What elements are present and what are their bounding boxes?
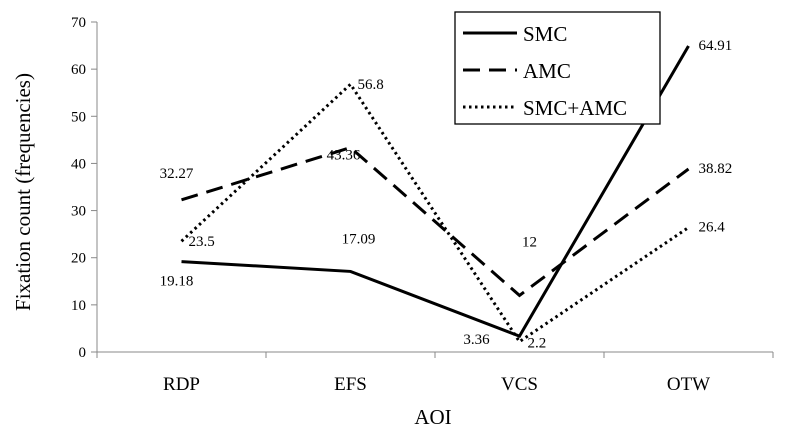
data-label: 19.18 [160, 274, 194, 290]
y-tick-label: 50 [71, 109, 86, 125]
series-lines [180, 45, 690, 344]
y-axis-title: Fixation count (frequencies) [11, 73, 35, 311]
x-ticks: RDP EFS VCS OTW [96, 352, 774, 395]
data-label: 64.91 [699, 38, 733, 54]
y-tick-label: 70 [71, 15, 86, 31]
data-label: 2.2 [528, 336, 547, 352]
data-label: 32.27 [160, 166, 194, 182]
y-tick-label: 40 [71, 156, 86, 172]
y-tick-label: 20 [71, 251, 86, 267]
legend-label: SMC [523, 22, 567, 46]
data-labels: 19.18 17.09 3.36 64.91 32.27 43.36 12 38.82 23.5… [160, 38, 733, 352]
series-line-smc-amc [180, 81, 690, 344]
data-label: 17.09 [342, 231, 376, 247]
y-ticks: 0 10 20 30 40 50 60 70 [71, 15, 97, 361]
y-tick-label: 60 [71, 62, 86, 78]
y-tick-label: 0 [79, 345, 87, 361]
data-label: 56.8 [358, 77, 384, 93]
x-tick-label: RDP [163, 374, 200, 395]
legend-box [454, 11, 661, 125]
x-tick-label: OTW [667, 374, 710, 395]
data-label: 26.4 [699, 220, 726, 236]
data-label: 38.82 [699, 161, 733, 177]
x-tick-label: EFS [334, 374, 367, 395]
y-tick-label: 10 [71, 298, 86, 314]
legend-label: SMC+AMC [523, 96, 627, 120]
data-label: 23.5 [189, 234, 215, 250]
legend: SMC AMC SMC+AMC [454, 11, 661, 125]
series-line-amc [181, 145, 690, 298]
data-label: 43.36 [327, 148, 361, 164]
x-tick-label: VCS [501, 374, 538, 395]
data-label: 12 [522, 234, 537, 250]
x-axis-title: AOI [414, 405, 451, 429]
series-line-smc [181, 45, 690, 339]
y-tick-label: 30 [71, 204, 86, 220]
data-label: 3.36 [463, 332, 490, 348]
legend-label: AMC [523, 59, 571, 83]
